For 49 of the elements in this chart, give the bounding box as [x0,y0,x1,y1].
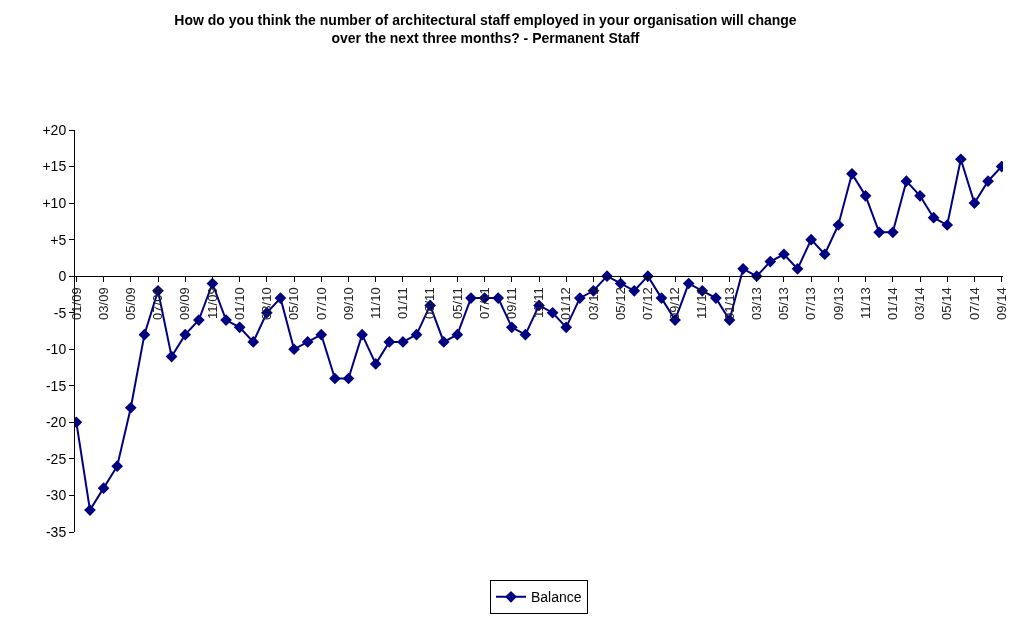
x-tick-label: 11/09 [204,287,220,319]
x-tick-label: 01/14 [885,287,901,320]
y-tick-label: -25 [45,450,67,467]
x-tick-label: 01/09 [68,287,84,320]
x-tick-label: 03/14 [912,287,928,320]
x-tick-label: 03/13 [748,287,764,320]
x-tick-label: 11/12 [694,287,710,319]
x-tick-label: 09/14 [993,287,1009,320]
x-tick-label: 01/13 [721,287,737,320]
x-tick-label: 09/10 [340,287,356,320]
x-tick-label: 09/09 [177,287,193,320]
y-tick-label: -30 [45,487,67,504]
x-tick-label: 01/10 [231,287,247,320]
y-tick-label: -5 [53,304,67,321]
x-tick-label: 11/10 [367,287,383,319]
y-tick-label: -20 [45,414,67,431]
x-tick-label: 07/09 [150,287,166,320]
x-tick-label: 07/11 [476,287,492,319]
x-tick-label: 03/11 [422,287,438,319]
x-tick-label: 07/14 [966,287,982,320]
x-tick-label: 09/13 [830,287,846,320]
x-tick-label: 03/10 [259,287,275,320]
x-tick-label: 05/11 [449,287,465,319]
x-tick-label: 01/11 [395,287,411,319]
x-tick-label: 09/11 [504,287,520,319]
x-tick-label: 05/12 [612,287,628,320]
x-tick-label: 05/13 [776,287,792,320]
x-tick-label: 07/12 [640,287,656,320]
y-tick-label: +20 [42,121,67,138]
x-tick-label: 11/11 [531,287,547,318]
legend-label: Balance [531,589,582,606]
x-tick-label: 03/09 [95,287,111,320]
x-tick-label: 07/13 [803,287,819,320]
chart-title: How do you think the number of architectural staff employed in your organisation will change over the next three months? - Permanent Staff [174,12,797,47]
x-tick-label: 05/14 [939,287,955,320]
y-tick-label: 0 [58,268,67,285]
y-tick-label: +5 [50,231,67,248]
x-tick-label: 07/10 [313,287,329,320]
y-tick-label: -10 [45,341,67,358]
y-tick-label: +15 [42,158,67,175]
x-tick-label: 01/12 [558,287,574,320]
x-tick-label: 05/10 [286,287,302,320]
x-tick-label: 05/09 [123,287,139,320]
y-tick-label: -35 [45,523,67,540]
x-tick-label: 09/12 [667,287,683,320]
x-tick-label: 03/12 [585,287,601,320]
y-tick-label: +10 [42,194,67,211]
x-tick-label: 11/13 [857,287,873,319]
y-tick-label: -15 [45,377,67,394]
